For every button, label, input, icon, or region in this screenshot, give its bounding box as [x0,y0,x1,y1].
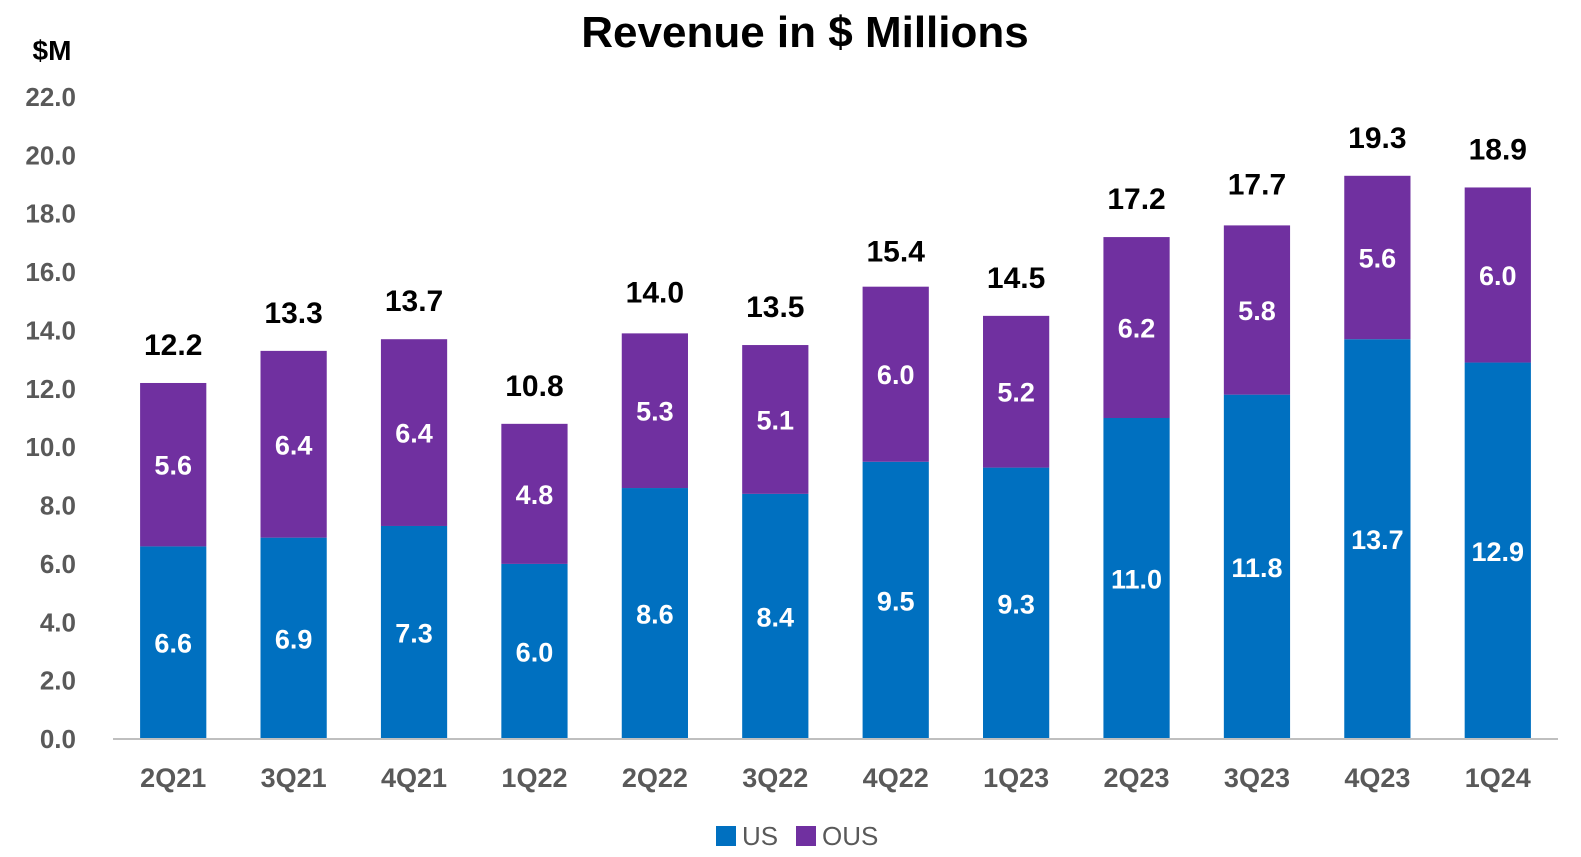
bar-segment-label: 8.6 [636,600,674,630]
bar-total-label: 14.0 [626,276,684,309]
x-tick-label: 2Q22 [622,763,688,793]
bar-segment-ous [1344,175,1411,340]
x-tick-label: 3Q22 [742,763,808,793]
bar-segment-label: 5.2 [997,378,1035,408]
bar-segment-label: 4.8 [516,480,554,510]
bar-segment-label: 6.2 [1118,314,1156,344]
bar-segment-label: 12.9 [1472,537,1525,567]
y-tick-label: 20.0 [25,140,76,170]
bar-segment-label: 8.4 [757,602,795,632]
bar-segment-us [501,563,568,739]
x-tick-label: 1Q24 [1465,763,1531,793]
bar-total-label: 15.4 [867,236,926,269]
bar-segment-label: 9.3 [997,589,1035,619]
y-tick-label: 14.0 [25,315,76,345]
bar-segment-ous [140,382,207,547]
legend-label-ous: OUS [822,821,878,851]
bar-segment-ous [1103,237,1170,418]
bar-segment-us [260,537,327,739]
bar-total-label: 17.7 [1228,168,1286,201]
x-tick-label: 4Q23 [1344,763,1410,793]
bar-segment-label: 9.5 [877,586,915,616]
y-tick-label: 8.0 [40,491,76,521]
bar-segment-label: 7.3 [395,618,433,648]
y-tick-label: 12.0 [25,374,76,404]
bar-total-label: 17.2 [1107,183,1165,216]
x-tick-label: 1Q22 [501,763,567,793]
bar-segment-us [621,488,688,739]
y-tick-label: 6.0 [40,549,76,579]
y-axis-ticks: 0.0 2.0 4.0 6.0 8.0 10.0 12.0 14.0 16.0 18.0 20.0 2… [25,82,76,754]
x-tick-label: 3Q21 [261,763,327,793]
bar-segment-label: 6.4 [395,419,433,449]
bar-segment-us [862,461,929,739]
bar-segment-label: 11.0 [1111,565,1162,595]
bar-total-label: 13.5 [746,291,804,324]
bar-segment-ous [501,423,568,564]
legend-swatch-us [716,826,736,846]
bar-segment-us [380,525,448,739]
x-tick-label: 1Q23 [983,763,1049,793]
bar-segment-us [140,546,207,739]
bar-segment-label: 6.4 [275,430,313,460]
y-tick-label: 0.0 [40,724,76,754]
bar-segment-ous [862,286,929,462]
bar-segment-us [1344,339,1411,739]
bar-segment-us [1103,418,1170,739]
bar-total-label: 13.3 [264,297,322,330]
bar-total-label: 10.8 [505,370,563,403]
y-tick-label: 10.0 [25,432,76,462]
bar-segment-ous [621,333,688,489]
bar-segment-ous [1223,225,1291,395]
bar-segment-label: 6.0 [1479,261,1517,291]
bar-segment-label: 5.3 [636,397,674,427]
bar-segment-label: 6.9 [275,624,313,654]
bar-segment-ous [380,339,448,526]
bar-total-label: 19.3 [1348,122,1406,155]
bar-segment-us [1464,362,1531,739]
x-tick-label: 2Q23 [1104,763,1170,793]
bar-segment-ous [742,345,809,494]
bar-total-label: 18.9 [1469,133,1527,166]
bar-segment-ous [1464,187,1531,363]
y-tick-label: 16.0 [25,257,76,287]
x-tick-label: 4Q22 [863,763,929,793]
bar-segment-label: 5.1 [757,405,795,435]
y-tick-label: 18.0 [25,199,76,229]
y-tick-label: 2.0 [40,666,76,696]
bars: 6.6 5.6 12.2 6.9 6.4 13.3 7.3 6.4 13.7 6.0 4.8 10.8… [140,122,1531,739]
x-tick-label: 4Q21 [381,763,447,793]
bar-segment-label: 5.8 [1238,296,1276,326]
legend-swatch-ous [796,826,816,846]
bar-segment-us [1223,394,1291,739]
bar-total-label: 13.7 [385,285,443,318]
bar-segment-label: 13.7 [1351,525,1404,555]
bar-total-label: 14.5 [987,262,1045,295]
bar-total-label: 12.2 [144,329,202,362]
bar-segment-label: 6.0 [877,360,915,390]
legend: US OUS [716,821,878,851]
bar-segment-label: 6.6 [154,629,192,659]
bar-segment-ous [983,315,1050,468]
x-axis-ticks: 2Q21 3Q21 4Q21 1Q22 2Q22 3Q22 4Q22 1Q23 2Q23 3Q23… [140,763,1531,793]
bar-segment-ous [260,350,327,538]
y-axis-unit-label: $M [33,35,72,66]
x-tick-label: 2Q21 [140,763,206,793]
bar-segment-label: 11.8 [1231,553,1282,583]
bar-segment-label: 5.6 [154,451,192,481]
y-tick-label: 22.0 [25,82,76,112]
chart-title: Revenue in $ Millions [581,8,1028,57]
bar-segment-label: 6.0 [516,637,554,667]
bar-segment-label: 5.6 [1359,244,1397,274]
legend-label-us: US [742,821,778,851]
y-tick-label: 4.0 [40,607,76,637]
x-tick-label: 3Q23 [1224,763,1290,793]
bar-segment-us [983,467,1050,739]
bar-segment-us [742,493,809,739]
